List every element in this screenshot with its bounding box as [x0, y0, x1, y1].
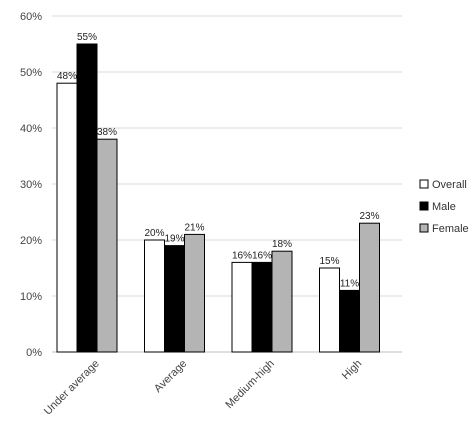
bar-male	[76, 43, 98, 353]
legend-swatch	[419, 201, 429, 211]
x-tick-label: Under average	[42, 358, 102, 418]
y-tick-label: 0%	[26, 347, 42, 359]
bar-female	[359, 222, 380, 353]
y-tick-label: 10%	[20, 291, 42, 303]
x-tick-label: Medium-high	[223, 358, 276, 411]
y-tick-label: 60%	[20, 11, 42, 23]
bar-overall	[56, 82, 78, 353]
data-label: 38%	[97, 127, 117, 138]
data-label: 18%	[272, 239, 292, 250]
legend-label: Overall	[432, 179, 467, 191]
data-label: 19%	[164, 234, 184, 245]
data-label: 16%	[252, 250, 272, 261]
bar-overall	[319, 267, 340, 353]
data-label: 48%	[57, 71, 77, 82]
legend-label: Male	[432, 201, 456, 213]
legend-swatch	[419, 179, 429, 189]
y-tick-label: 20%	[20, 235, 42, 247]
data-label: 20%	[144, 228, 164, 239]
bar-male	[251, 261, 273, 353]
bar-male	[339, 289, 360, 353]
y-tick-label: 30%	[20, 179, 42, 191]
legend-swatch	[419, 223, 429, 233]
data-label: 15%	[319, 256, 339, 267]
bar-female	[96, 138, 118, 353]
data-label: 11%	[340, 278, 359, 289]
y-tick-label: 50%	[20, 67, 42, 79]
legend-label: Female	[432, 223, 469, 235]
bar-female	[184, 233, 205, 353]
y-tick-label: 40%	[20, 123, 42, 135]
x-tick-label: High	[340, 358, 364, 382]
bar-overall	[144, 239, 165, 353]
bar-overall	[231, 261, 253, 353]
data-label: 55%	[77, 32, 97, 43]
data-label: 21%	[184, 222, 204, 233]
data-label: 16%	[232, 250, 252, 261]
x-tick-label: Average	[152, 358, 189, 395]
data-label: 23%	[359, 211, 379, 222]
bar-female	[271, 250, 293, 353]
bar-male	[164, 245, 185, 353]
